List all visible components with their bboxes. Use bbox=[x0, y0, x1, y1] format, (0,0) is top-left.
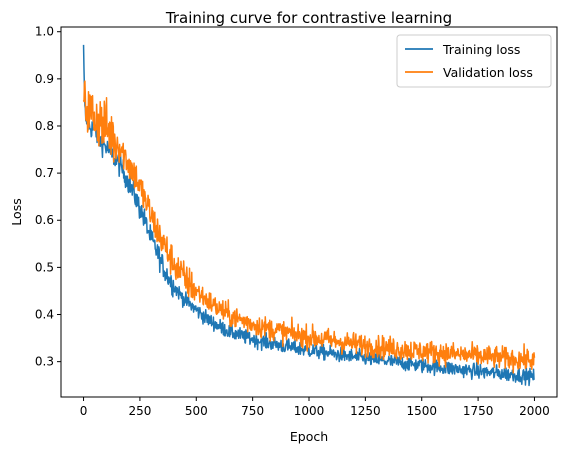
plot-area bbox=[82, 44, 536, 387]
y-tick-label: 1.0 bbox=[35, 25, 54, 39]
x-axis: 0 250 500 750 1000 1250 1500 1750 2000 bbox=[80, 397, 550, 418]
chart-title: Training curve for contrastive learning bbox=[165, 9, 452, 27]
x-tick-label: 500 bbox=[185, 404, 208, 418]
y-tick-label: 0.9 bbox=[35, 72, 54, 86]
x-tick-label: 750 bbox=[241, 404, 264, 418]
y-tick-label: 0.6 bbox=[35, 213, 54, 227]
y-tick-label: 0.7 bbox=[35, 166, 54, 180]
x-tick-label: 1500 bbox=[406, 404, 437, 418]
y-axis-label: Loss bbox=[9, 198, 24, 225]
x-tick-label: 2000 bbox=[519, 404, 550, 418]
y-tick-label: 0.3 bbox=[35, 355, 54, 369]
x-tick-label: 250 bbox=[128, 404, 151, 418]
legend: Training loss Validation loss bbox=[396, 34, 552, 88]
x-axis-label: Epoch bbox=[290, 429, 328, 444]
x-tick-label: 1750 bbox=[463, 404, 494, 418]
y-axis: 0.3 0.4 0.5 0.6 0.7 0.8 0.9 1.0 bbox=[35, 25, 61, 369]
y-tick-label: 0.8 bbox=[35, 119, 54, 133]
legend-label-validation-loss: Validation loss bbox=[443, 65, 533, 80]
y-tick-label: 0.5 bbox=[35, 260, 54, 274]
x-tick-label: 0 bbox=[80, 404, 88, 418]
x-tick-label: 1250 bbox=[350, 404, 381, 418]
legend-box bbox=[396, 34, 552, 88]
legend-label-training-loss: Training loss bbox=[442, 42, 520, 57]
y-tick-label: 0.4 bbox=[35, 308, 54, 322]
x-tick-label: 1000 bbox=[294, 404, 325, 418]
series-line-training-loss bbox=[82, 44, 536, 387]
series-line-validation-loss bbox=[82, 80, 536, 374]
